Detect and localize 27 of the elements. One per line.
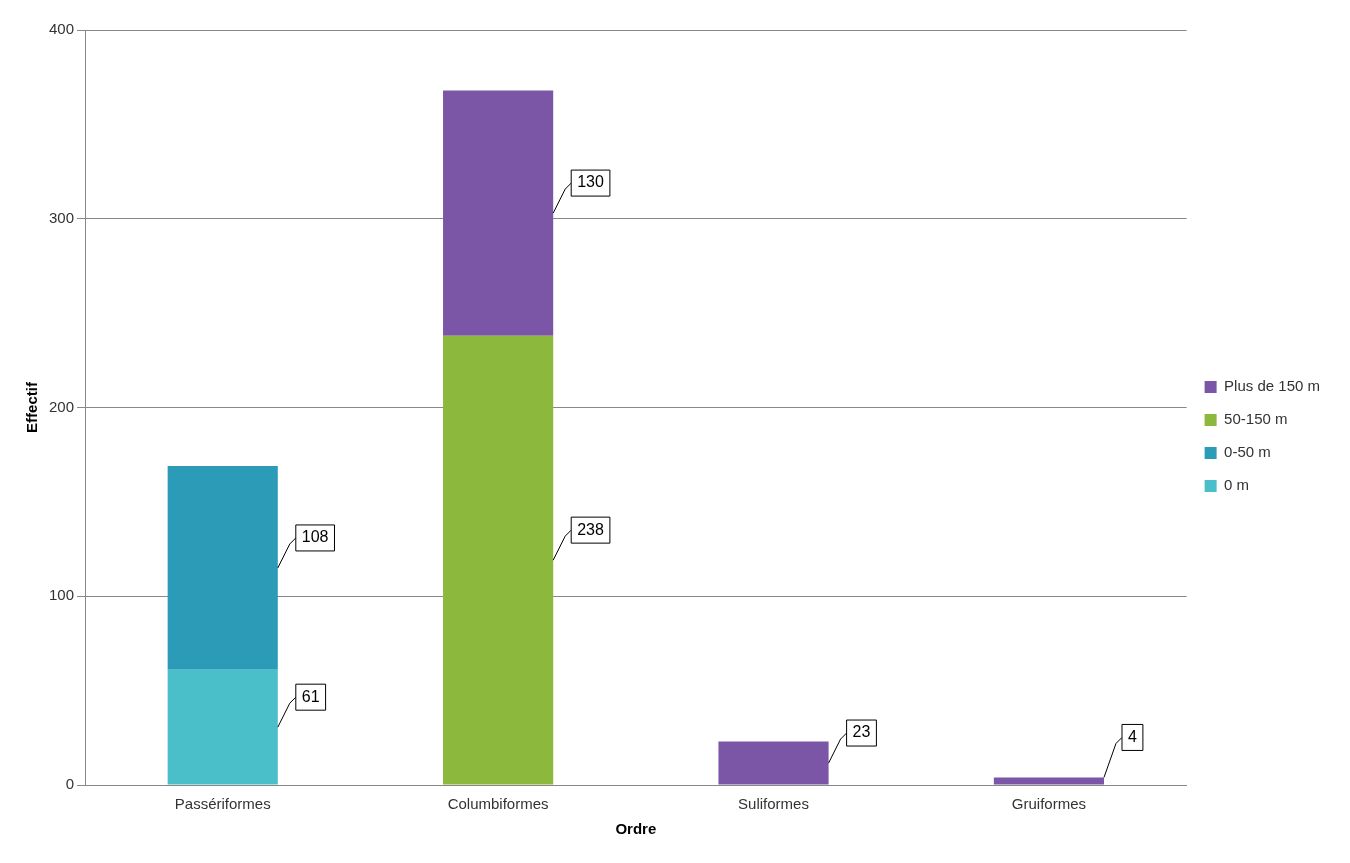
y-axis-title: Effectif bbox=[23, 381, 41, 433]
x-tick-label: Gruiformes bbox=[1011, 795, 1087, 813]
data-label: 61 bbox=[301, 687, 320, 705]
data-label: 23 bbox=[852, 723, 871, 741]
legend-label: 50-150 m bbox=[1224, 410, 1288, 428]
bar bbox=[443, 335, 554, 785]
bar bbox=[167, 466, 278, 670]
legend-label: 0 m bbox=[1224, 476, 1250, 494]
x-tick-label: Passériformes bbox=[174, 795, 271, 813]
data-label: 4 bbox=[1127, 727, 1137, 745]
x-tick-label: Suliformes bbox=[738, 795, 809, 813]
legend-label: 0-50 m bbox=[1224, 443, 1271, 461]
bar bbox=[443, 90, 554, 336]
data-label: 238 bbox=[577, 520, 604, 538]
bar bbox=[167, 669, 278, 785]
y-tick-label: 100 bbox=[49, 586, 75, 604]
y-tick-label: 400 bbox=[49, 20, 75, 38]
legend-label: Plus de 150 m bbox=[1224, 377, 1320, 395]
x-tick-label: Columbiformes bbox=[447, 795, 549, 813]
data-label: 108 bbox=[301, 528, 329, 546]
y-tick-label: 300 bbox=[49, 208, 75, 226]
bar bbox=[718, 741, 829, 785]
y-tick-label: 200 bbox=[49, 397, 75, 415]
x-axis-title: Ordre bbox=[615, 820, 657, 838]
data-label: 130 bbox=[577, 173, 604, 191]
y-tick-label: 0 bbox=[65, 775, 75, 793]
bar bbox=[993, 777, 1104, 785]
